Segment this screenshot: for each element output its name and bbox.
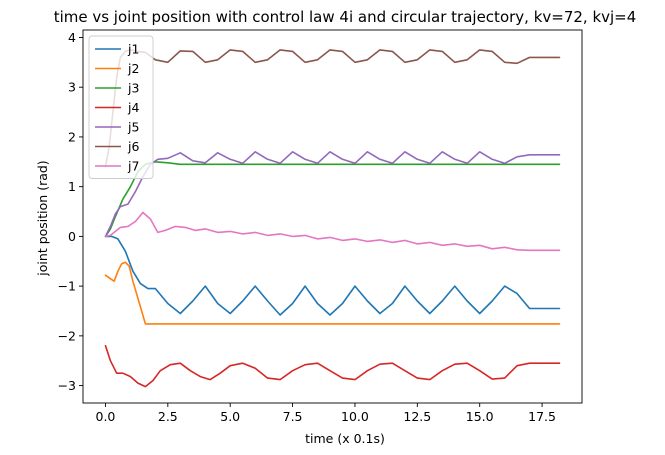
series-line-j2 bbox=[104, 261, 561, 325]
y-tick-label: −3 bbox=[58, 378, 76, 393]
legend-label-j6: j6 bbox=[127, 139, 139, 154]
x-tick-label: 2.5 bbox=[158, 409, 178, 424]
series-line-j1 bbox=[104, 235, 561, 316]
x-tick-label: 15.0 bbox=[466, 409, 494, 424]
series-line-j7 bbox=[104, 211, 561, 252]
legend-label-j5: j5 bbox=[127, 120, 139, 135]
x-tick-label: 7.5 bbox=[283, 409, 303, 424]
y-tick-label: 1 bbox=[68, 179, 76, 194]
y-tick-label: −1 bbox=[58, 279, 76, 294]
legend: j1 j2 j3 j4 j5 j6 j7 bbox=[88, 35, 154, 179]
x-tick-label: 10.0 bbox=[341, 409, 369, 424]
axes-frame bbox=[82, 29, 583, 404]
y-tick-label: 2 bbox=[68, 129, 76, 144]
y-tick-label: 0 bbox=[68, 229, 76, 244]
axes-layer: 0.0 2.5 5.0 7.5 10.0 12.5 15.0 17.5 −3 −2 −1 0 1 2 3 4 bbox=[58, 29, 583, 424]
legend-label-j7: j7 bbox=[127, 159, 139, 174]
x-tick-label: 0.0 bbox=[96, 409, 116, 424]
legend-label-j2: j2 bbox=[127, 61, 139, 76]
series-layer bbox=[104, 49, 561, 388]
series-line-j3 bbox=[104, 161, 561, 238]
x-tick-label: 17.5 bbox=[528, 409, 556, 424]
series-line-j4 bbox=[104, 344, 561, 388]
x-tick-label: 5.0 bbox=[220, 409, 240, 424]
legend-label-j1: j1 bbox=[127, 42, 139, 57]
chart-title: time vs joint position with control law … bbox=[54, 8, 637, 26]
legend-label-j4: j4 bbox=[127, 100, 139, 115]
y-tick-label: −2 bbox=[58, 328, 76, 343]
legend-label-j3: j3 bbox=[127, 81, 139, 96]
x-tick-label: 12.5 bbox=[403, 409, 431, 424]
y-axis-label: joint position (rad) bbox=[35, 160, 50, 276]
y-tick-label: 4 bbox=[68, 30, 76, 45]
x-axis-label: time (x 0.1s) bbox=[305, 431, 385, 446]
y-tick-label: 3 bbox=[68, 80, 76, 95]
